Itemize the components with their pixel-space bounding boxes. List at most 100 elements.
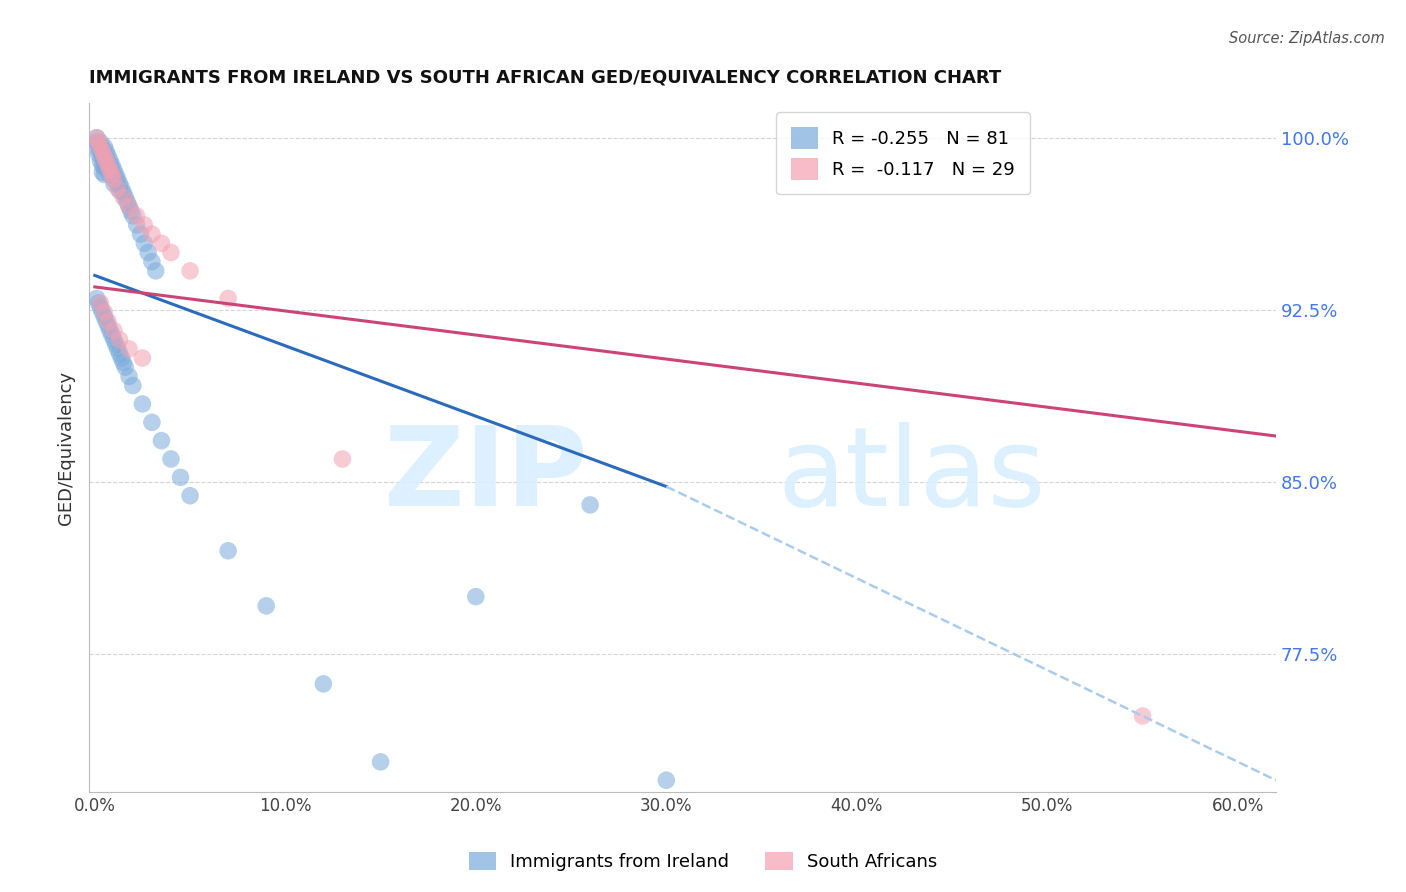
Point [101, 168, 124, 182]
Point [93, 168, 115, 182]
Text: Source: ZipAtlas.com: Source: ZipAtlas.com [1229, 31, 1385, 46]
Point [464, 590, 486, 604]
Point [150, 434, 173, 448]
Y-axis label: GED/Equivalency: GED/Equivalency [58, 370, 75, 524]
Point [98, 161, 121, 175]
Point [160, 452, 183, 467]
Point [93, 146, 115, 161]
Point [86, 292, 108, 306]
Point [103, 177, 125, 191]
Point [160, 245, 183, 260]
Point [103, 333, 125, 347]
Point [93, 140, 115, 154]
Point [108, 184, 131, 198]
Point [1132, 709, 1154, 723]
Point [93, 310, 115, 324]
Point [101, 168, 124, 182]
Point [91, 149, 114, 163]
Point [98, 153, 121, 168]
Point [150, 236, 173, 251]
Point [120, 204, 142, 219]
Point [87, 142, 110, 156]
Point [579, 498, 602, 512]
Point [91, 165, 114, 179]
Point [134, 236, 156, 251]
Point [122, 378, 145, 392]
Point [103, 169, 125, 184]
Point [370, 755, 392, 769]
Point [103, 172, 125, 186]
Text: ZIP: ZIP [384, 422, 588, 529]
Point [145, 264, 167, 278]
Point [118, 369, 141, 384]
Point [87, 296, 110, 310]
Point [97, 158, 120, 172]
Point [107, 172, 129, 186]
Point [217, 292, 239, 306]
Point [96, 153, 118, 168]
Point [98, 324, 121, 338]
Point [104, 168, 127, 182]
Point [91, 305, 114, 319]
Point [122, 209, 145, 223]
Point [98, 168, 121, 182]
Point [254, 599, 277, 613]
Point [332, 452, 354, 467]
Point [107, 342, 129, 356]
Point [312, 677, 335, 691]
Point [134, 218, 156, 232]
Point [91, 142, 114, 156]
Point [110, 181, 132, 195]
Point [86, 136, 108, 150]
Point [89, 153, 111, 168]
Point [108, 333, 131, 347]
Point [107, 181, 129, 195]
Legend: R = -0.255   N = 81, R =  -0.117   N = 29: R = -0.255 N = 81, R = -0.117 N = 29 [776, 112, 1029, 194]
Point [141, 227, 163, 241]
Point [118, 200, 141, 214]
Point [114, 360, 136, 375]
Point [87, 137, 110, 152]
Legend: Immigrants from Ireland, South Africans: Immigrants from Ireland, South Africans [461, 845, 945, 879]
Point [104, 337, 127, 351]
Point [96, 314, 118, 328]
Point [86, 130, 108, 145]
Point [141, 254, 163, 268]
Point [136, 245, 159, 260]
Point [169, 470, 191, 484]
Point [115, 194, 138, 209]
Point [89, 136, 111, 150]
Point [96, 152, 118, 166]
Point [125, 218, 148, 232]
Point [101, 158, 124, 172]
Point [104, 174, 127, 188]
Point [87, 136, 110, 150]
Point [97, 314, 120, 328]
Point [89, 145, 111, 159]
Point [97, 156, 120, 170]
Point [118, 200, 141, 214]
Point [93, 305, 115, 319]
Point [97, 318, 120, 333]
Point [91, 145, 114, 159]
Point [131, 397, 153, 411]
Point [96, 145, 118, 159]
Point [96, 158, 118, 172]
Point [125, 209, 148, 223]
Point [93, 161, 115, 175]
Point [114, 190, 136, 204]
Point [112, 190, 135, 204]
Point [86, 130, 108, 145]
Point [655, 773, 678, 788]
Point [141, 415, 163, 429]
Point [101, 328, 124, 343]
Point [131, 351, 153, 365]
Point [179, 264, 201, 278]
Point [97, 162, 120, 177]
Text: atlas: atlas [778, 422, 1046, 529]
Point [89, 140, 111, 154]
Point [112, 356, 135, 370]
Point [97, 149, 120, 163]
Point [110, 351, 132, 365]
Point [87, 146, 110, 161]
